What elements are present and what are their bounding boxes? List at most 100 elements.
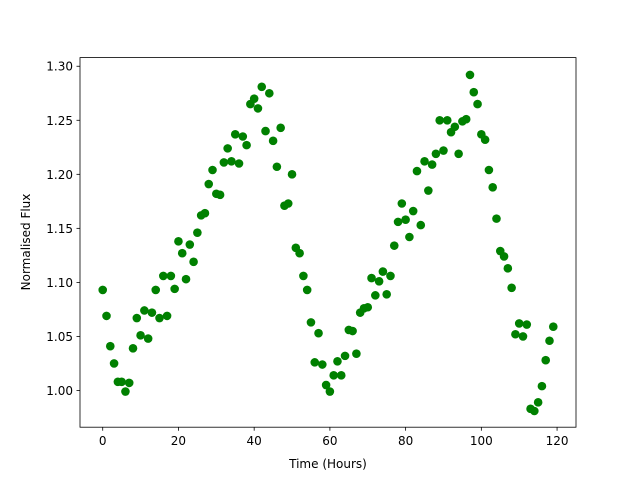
point <box>348 326 357 336</box>
point <box>272 162 282 172</box>
point <box>329 371 338 380</box>
point <box>450 122 460 132</box>
point <box>265 88 274 98</box>
point <box>435 115 444 125</box>
x-tick-label: 60 <box>322 434 337 448</box>
point <box>367 273 376 283</box>
point <box>336 371 346 380</box>
point <box>488 182 498 192</box>
point <box>193 228 202 237</box>
point <box>321 380 331 390</box>
point <box>393 217 403 227</box>
point <box>499 252 509 261</box>
y-tick-label: 1.30 <box>46 60 73 74</box>
x-tick-label: 120 <box>546 434 569 448</box>
point <box>545 336 554 346</box>
point <box>166 271 176 281</box>
y-tick-label: 1.25 <box>46 114 73 128</box>
point <box>299 271 308 281</box>
point <box>249 94 259 103</box>
point <box>416 220 426 230</box>
point <box>518 332 528 341</box>
point <box>382 289 391 299</box>
point <box>408 206 418 216</box>
point <box>306 318 316 327</box>
point <box>136 331 145 340</box>
point <box>514 319 524 328</box>
point <box>310 358 320 367</box>
point <box>276 123 285 133</box>
point <box>386 271 395 281</box>
point <box>533 398 543 407</box>
point <box>454 149 463 159</box>
point <box>261 126 270 136</box>
point <box>340 351 350 361</box>
point <box>124 378 134 388</box>
point <box>234 159 244 168</box>
point <box>427 160 437 169</box>
point <box>318 360 327 369</box>
point <box>177 248 187 258</box>
y-tick-label: 1.20 <box>46 168 73 182</box>
point <box>548 322 558 331</box>
x-tick-label: 80 <box>398 434 413 448</box>
point <box>469 87 479 97</box>
point <box>242 140 251 150</box>
point <box>102 311 111 321</box>
point <box>174 237 183 246</box>
point <box>121 387 130 396</box>
point <box>492 214 501 223</box>
x-tick-label: 0 <box>99 434 107 448</box>
axes-frame <box>79 57 577 428</box>
point <box>287 170 297 179</box>
point <box>314 328 323 338</box>
point <box>155 313 164 323</box>
point <box>325 387 335 396</box>
point <box>480 135 490 145</box>
point <box>397 199 407 208</box>
point <box>461 114 471 124</box>
point <box>158 271 168 281</box>
point <box>128 344 138 353</box>
point <box>503 264 513 273</box>
point <box>442 115 452 125</box>
y-tick-label: 1.00 <box>46 384 73 398</box>
point <box>420 157 429 166</box>
point <box>439 146 448 155</box>
point <box>208 165 217 175</box>
point <box>162 311 172 321</box>
point <box>185 240 195 249</box>
point <box>378 267 388 276</box>
x-axis-label: Time (Hours) <box>288 457 367 471</box>
point <box>257 82 267 92</box>
point <box>181 274 191 284</box>
point <box>473 99 482 109</box>
point <box>117 377 126 387</box>
point <box>405 232 414 242</box>
x-tick-label: 40 <box>247 434 262 448</box>
point <box>507 283 516 293</box>
point <box>200 208 210 218</box>
x-tick-label: 20 <box>171 434 186 448</box>
point <box>143 334 153 343</box>
point <box>215 190 225 200</box>
point <box>374 277 384 286</box>
x-tick-label: 100 <box>470 434 493 448</box>
point <box>132 313 142 323</box>
point <box>98 285 108 295</box>
point <box>401 215 410 225</box>
point <box>484 165 494 175</box>
point <box>530 406 539 416</box>
point <box>295 248 304 258</box>
point <box>147 308 157 317</box>
point <box>219 158 229 167</box>
point <box>431 149 441 159</box>
point <box>412 166 422 176</box>
point <box>283 199 293 208</box>
y-tick-label: 1.10 <box>46 276 73 290</box>
point <box>151 285 161 295</box>
y-tick-label: 1.15 <box>46 222 73 236</box>
point <box>389 241 399 250</box>
point <box>109 359 119 368</box>
